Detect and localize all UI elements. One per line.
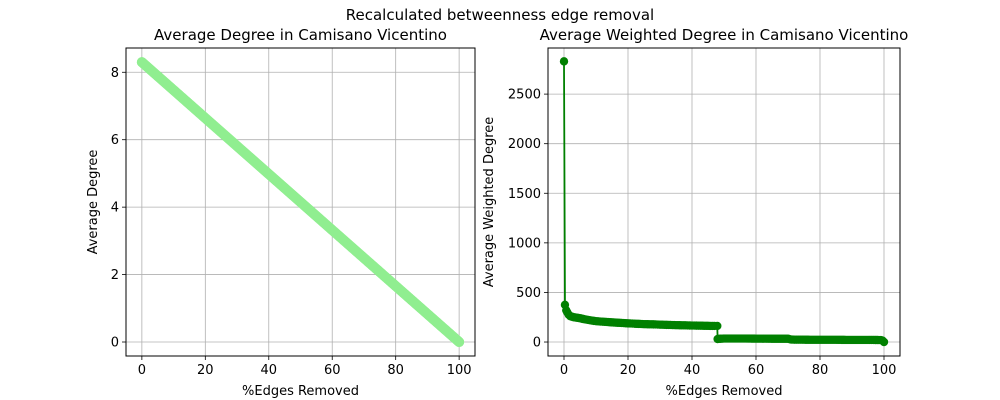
- x-tick-label: 80: [387, 363, 404, 378]
- x-axis-label: %Edges Removed: [242, 384, 359, 399]
- x-tick-label: 0: [138, 363, 146, 378]
- x-tick-label: 40: [260, 363, 277, 378]
- average-weighted-degree-chart: Average Weighted Degree in Camisano Vice…: [482, 26, 908, 399]
- x-tick-label: 20: [620, 363, 637, 378]
- x-tick-label: 100: [872, 363, 897, 378]
- chart-title: Average Weighted Degree in Camisano Vice…: [540, 26, 909, 44]
- x-tick-label: 60: [748, 363, 765, 378]
- data-point: [454, 337, 465, 348]
- data-point: [559, 57, 569, 66]
- y-tick-label: 2500: [508, 88, 541, 103]
- figure-suptitle: Recalculated betweenness edge removal: [346, 6, 654, 24]
- y-tick-label: 500: [516, 286, 541, 301]
- y-tick-label: 6: [111, 133, 119, 148]
- plot-frame: [125, 47, 476, 357]
- x-tick-label: 60: [324, 363, 341, 378]
- y-tick-label: 1500: [508, 187, 541, 202]
- y-tick-label: 0: [533, 336, 541, 351]
- average-degree-chart: Average Degree in Camisano Vicentino %Ed…: [86, 26, 476, 399]
- y-axis-label: Average Degree: [86, 150, 101, 255]
- y-tick-label: 4: [111, 201, 119, 216]
- series-line: [563, 61, 885, 343]
- x-tick-label: 40: [684, 363, 701, 378]
- chart-title: Average Degree in Camisano Vicentino: [154, 26, 447, 44]
- y-tick-label: 2000: [508, 137, 541, 152]
- y-tick-label: 2: [111, 268, 119, 283]
- plot-frame: [547, 47, 901, 357]
- x-tick-label: 80: [812, 363, 829, 378]
- data-point: [879, 337, 889, 347]
- y-axis-label: Average Weighted Degree: [482, 117, 497, 288]
- x-tick-label: 100: [447, 363, 472, 378]
- x-tick-label: 0: [560, 363, 568, 378]
- data-point: [713, 321, 722, 331]
- y-tick-label: 0: [111, 336, 119, 351]
- y-tick-label: 8: [111, 66, 119, 81]
- y-tick-label: 1000: [508, 236, 541, 251]
- x-tick-label: 20: [197, 363, 214, 378]
- x-axis-label: %Edges Removed: [666, 384, 783, 399]
